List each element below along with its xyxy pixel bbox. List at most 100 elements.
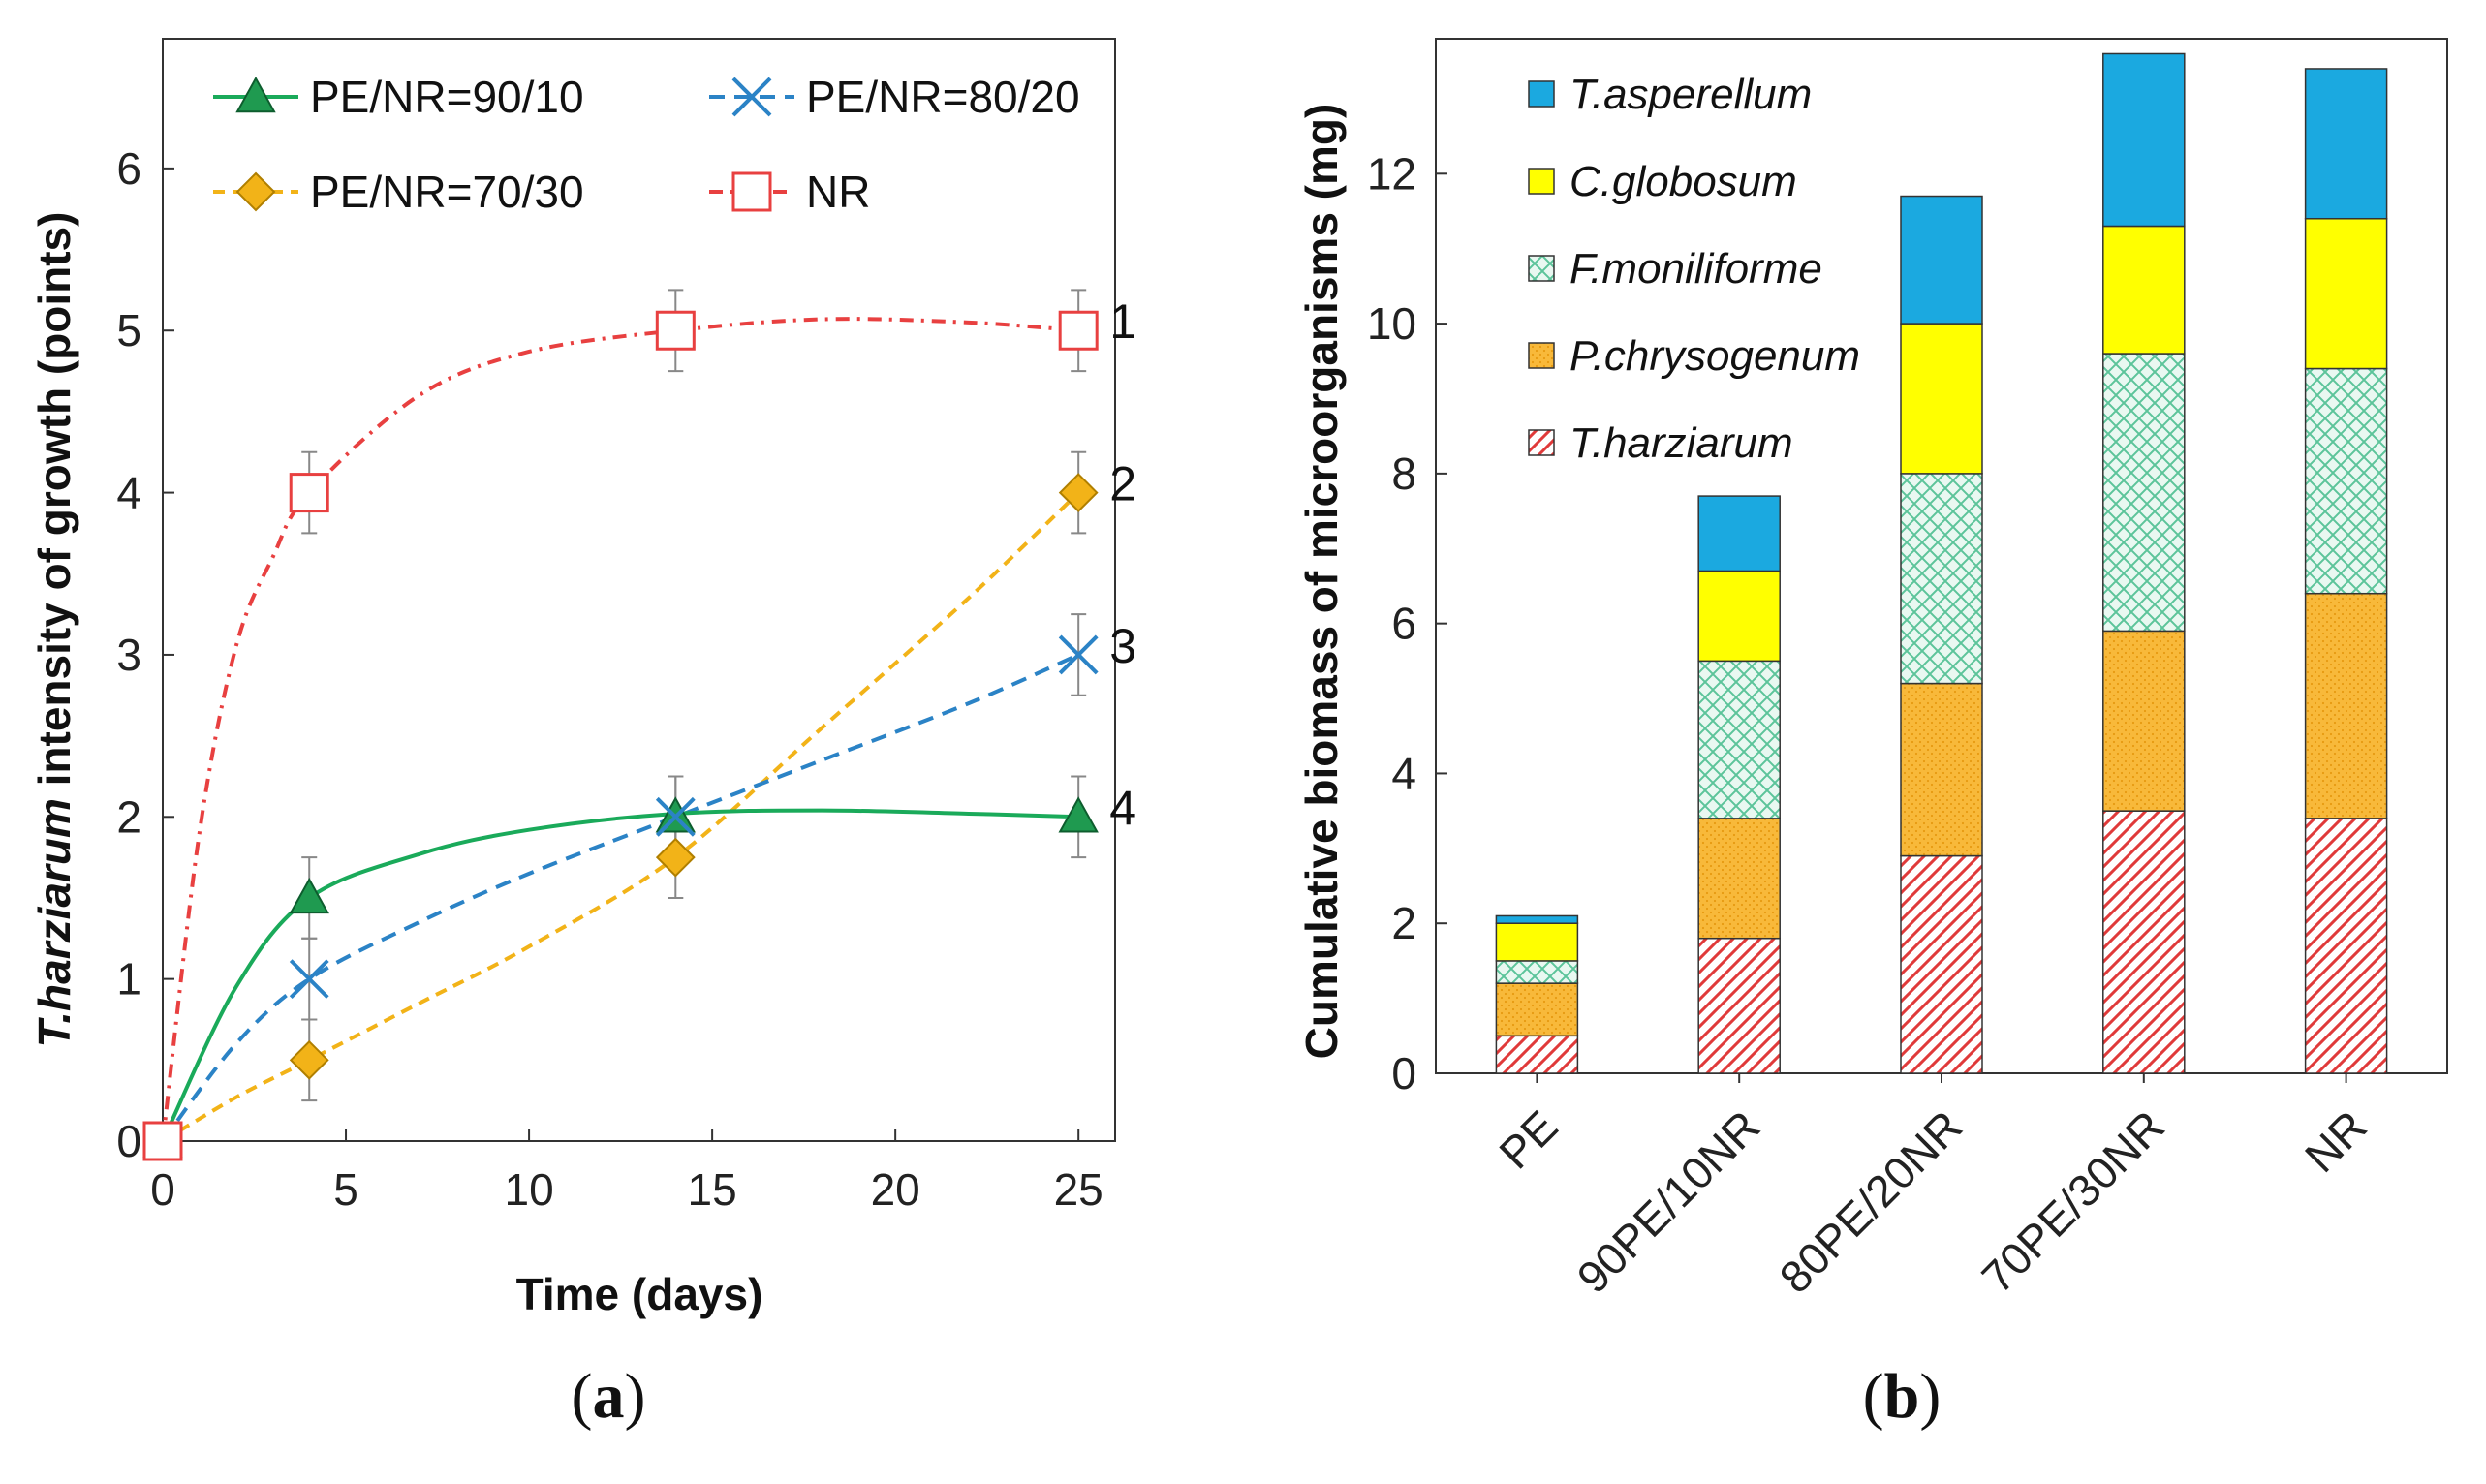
- panel-b-legend-swatch-t-asperellum: [1528, 80, 1555, 108]
- panel-b-label: (b): [1863, 1361, 1942, 1432]
- panel-b-bar-pe-t-asperellum: [1495, 914, 1579, 924]
- panel-a-x-ticks: 0 5 10 15 20 25: [150, 1129, 1103, 1215]
- panel-b-bar-90pe-10nr-t-harziarum: [1697, 937, 1781, 1074]
- panel-a-error-bars: [301, 289, 1087, 1102]
- panel-b-stacked-bar-chart: 0 2 4 6 8 10 12 PE 90PE/10NR 80PE/20NR 70PE/30NR N…: [1296, 38, 2448, 1432]
- panel-b-bar-nr-f-moniliforme: [2304, 367, 2388, 595]
- panel-b-legend-swatch-c-globosum: [1528, 168, 1555, 195]
- panel-a-legend-marker-pe-nr-70-30: [235, 171, 276, 212]
- panel-b-legend: T.asperellum C.globosum F.moniliforme P.chr…: [1528, 71, 1860, 467]
- panel-a-marker-pe-nr-70-30: [655, 837, 696, 878]
- panel-a-curve-label-pe-nr-70-30: 2: [1109, 457, 1136, 511]
- panel-a-marker-pe-nr-90-10: [289, 877, 329, 914]
- panel-a-y-tick-label: 0: [116, 1116, 141, 1166]
- panel-b-bar-nr-c-globosum: [2304, 217, 2388, 370]
- panel-b-bar-nr-t-harziarum: [2304, 818, 2388, 1074]
- panel-a-marker-nr: [289, 473, 329, 513]
- panel-b-y-tick-label: 8: [1391, 448, 1416, 499]
- panel-b-legend-label-c-globosum: C.globosum: [1569, 158, 1797, 205]
- panel-a-label: (a): [572, 1361, 646, 1432]
- panel-b-bars: [1495, 52, 2388, 1074]
- panel-a-curve-pe-nr-70-30: [161, 491, 1080, 1143]
- panel-b-bar-pe-p-chrysogenum: [1495, 982, 1579, 1037]
- panel-b-legend-label-f-moniliforme: F.moniliforme: [1569, 245, 1822, 293]
- panel-b-bar-70pe-30nr-t-asperellum: [2102, 52, 2186, 228]
- panel-b-x-tick-label-90pe-10nr: 90PE/10NR: [1568, 1100, 1770, 1303]
- panel-b-bar-70pe-30nr-f-moniliforme: [2102, 353, 2186, 633]
- panel-b-letter: b: [1884, 1361, 1920, 1432]
- panel-b-bar-90pe-10nr-p-chrysogenum: [1697, 818, 1781, 940]
- panel-a-marker-pe-nr-70-30: [289, 1039, 329, 1080]
- panel-b-bar-80pe-20nr-t-asperellum: [1900, 195, 1983, 325]
- panel-a-y-tick-label: 5: [116, 305, 141, 356]
- panel-a-y-tick-label: 3: [116, 630, 141, 680]
- panel-a-letter: a: [593, 1361, 625, 1432]
- panel-b-bar-pe-t-harziarum: [1495, 1035, 1579, 1074]
- panel-a-legend: PE/NR=90/10 PE/NR=80/20 PE/NR=70/30 NR: [213, 72, 1080, 217]
- panel-a-y-tick-label: 2: [116, 791, 141, 842]
- panel-b-y-axis-label: Cumulative biomass of microorganisms (mg…: [1296, 104, 1347, 1060]
- panel-a-legend-marker-nr: [731, 171, 772, 212]
- panel-a-curve-label-pe-nr-80-20: 3: [1109, 619, 1136, 673]
- panel-a-marker-pe-nr-70-30: [1058, 473, 1099, 513]
- panel-a-curve-labels: 4 3 2 1: [1109, 294, 1136, 835]
- panel-b-legend-label-t-asperellum: T.asperellum: [1569, 71, 1812, 118]
- panel-a-curve-label-nr: 1: [1109, 294, 1136, 349]
- panel-b-bar-90pe-10nr-f-moniliforme: [1697, 660, 1781, 819]
- panel-a-x-tick-label: 20: [871, 1164, 920, 1215]
- panel-a-x-tick-label: 25: [1054, 1164, 1103, 1215]
- panel-a-marker-pe-nr-80-20: [1058, 634, 1099, 675]
- panel-b-y-ticks: 0 2 4 6 8 10 12: [1367, 148, 1447, 1098]
- panel-a-curve-label-pe-nr-90-10: 4: [1109, 781, 1136, 835]
- panel-a-y-axis-label-rest: intensity of growth (points): [29, 212, 79, 799]
- panel-a-y-axis-label: T.harziarum intensity of growth (points): [29, 212, 79, 1048]
- panel-a-x-axis-label: Time (days): [516, 1269, 763, 1319]
- panel-a-legend-marker-pe-nr-80-20: [731, 77, 772, 117]
- panel-a-marker-pe-nr-80-20: [289, 959, 329, 1000]
- panel-b-y-tick-label: 12: [1367, 148, 1416, 199]
- panel-a-legend-label-pe-nr-80-20: PE/NR=80/20: [806, 72, 1080, 122]
- panel-b-legend-swatch-t-harziarum: [1528, 429, 1555, 456]
- panel-b-y-tick-label: 2: [1391, 898, 1416, 948]
- panel-a-curve-pe-nr-80-20: [161, 653, 1079, 1143]
- panel-b-legend-label-t-harziarum: T.harziarum: [1569, 419, 1793, 467]
- panel-b-y-tick-label: 0: [1391, 1048, 1416, 1098]
- panel-a-marker-nr: [655, 310, 696, 351]
- panel-b-bar-80pe-20nr-c-globosum: [1900, 323, 1983, 475]
- panel-b-bar-pe-f-moniliforme: [1495, 960, 1579, 984]
- panel-a-curve-nr: [161, 317, 1079, 1142]
- panel-b-bar-90pe-10nr-t-asperellum: [1697, 495, 1781, 572]
- panel-a-legend-marker-pe-nr-90-10: [235, 76, 276, 113]
- panel-a-markers: [142, 310, 1099, 1161]
- panel-a-legend-label-pe-nr-90-10: PE/NR=90/10: [310, 72, 584, 122]
- panel-b-bar-70pe-30nr-p-chrysogenum: [2102, 630, 2186, 812]
- panel-a-y-tick-label: 1: [116, 954, 141, 1005]
- panel-b-legend-swatch-p-chrysogenum: [1528, 342, 1555, 369]
- panel-b-bar-80pe-20nr-p-chrysogenum: [1900, 682, 1983, 857]
- panel-b-bar-nr-p-chrysogenum: [2304, 592, 2388, 819]
- panel-b-legend-swatch-f-moniliforme: [1528, 255, 1555, 282]
- panel-a-x-tick-label: 10: [504, 1164, 553, 1215]
- panel-a-marker-nr: [1058, 310, 1099, 351]
- panel-a-x-tick-label: 0: [150, 1164, 175, 1215]
- panel-a-y-tick-label: 4: [116, 468, 141, 518]
- panel-b-x-tick-label-nr: NR: [2295, 1100, 2377, 1182]
- panel-a-line-chart: 0 1 2 3 4 5 6 0 5 10 15 20 25 4 3 2 1 Time (days) T.ha…: [29, 38, 1136, 1432]
- panel-b-x-tick-label-70pe-30nr: 70PE/30NR: [1972, 1100, 2174, 1303]
- panel-b-x-tick-label-pe: PE: [1489, 1100, 1567, 1178]
- panel-a-plot-frame: [162, 38, 1116, 1142]
- panel-b-legend-label-p-chrysogenum: P.chrysogenum: [1569, 332, 1860, 380]
- panel-a-legend-label-nr: NR: [806, 167, 870, 217]
- panel-b-bar-70pe-30nr-c-globosum: [2102, 225, 2186, 355]
- panel-a-marker-pe-nr-90-10: [1058, 796, 1099, 833]
- panel-a-x-tick-label: 5: [333, 1164, 358, 1215]
- panel-b-y-tick-label: 10: [1367, 298, 1416, 349]
- panel-b-x-ticks: PE 90PE/10NR 80PE/20NR 70PE/30NR NR: [1489, 1073, 2377, 1303]
- panel-b-y-tick-label: 4: [1391, 748, 1416, 798]
- panel-a-curve-pe-nr-90-10: [161, 808, 1079, 1142]
- panel-b-bar-70pe-30nr-t-harziarum: [2102, 810, 2186, 1074]
- panel-a-marker-nr: [142, 1121, 183, 1161]
- panel-b-y-tick-label: 6: [1391, 599, 1416, 649]
- panel-a-x-tick-label: 15: [688, 1164, 737, 1215]
